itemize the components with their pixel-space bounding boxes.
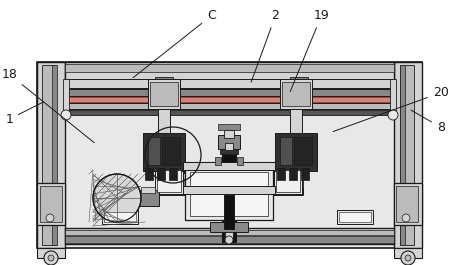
Ellipse shape bbox=[405, 255, 411, 261]
Bar bbox=[148, 137, 160, 165]
Bar bbox=[218, 135, 240, 149]
Bar bbox=[225, 232, 233, 240]
Text: 20: 20 bbox=[333, 86, 448, 131]
Bar bbox=[65, 228, 394, 244]
Bar bbox=[65, 64, 394, 72]
Bar bbox=[225, 143, 233, 150]
Bar bbox=[289, 168, 297, 180]
Bar bbox=[290, 109, 302, 137]
Bar bbox=[162, 137, 180, 165]
Text: 8: 8 bbox=[411, 110, 445, 134]
Text: 19: 19 bbox=[290, 9, 329, 91]
Bar bbox=[210, 222, 248, 232]
Bar bbox=[220, 148, 238, 154]
Bar bbox=[40, 186, 62, 222]
Bar bbox=[190, 172, 268, 216]
Bar bbox=[169, 168, 177, 180]
Bar bbox=[65, 103, 394, 109]
Bar bbox=[183, 186, 275, 194]
Bar bbox=[275, 133, 317, 171]
Bar bbox=[185, 168, 273, 220]
Bar bbox=[37, 248, 65, 258]
Bar bbox=[218, 124, 240, 130]
Ellipse shape bbox=[402, 214, 410, 222]
Ellipse shape bbox=[388, 110, 398, 120]
Bar bbox=[280, 137, 292, 165]
Bar bbox=[155, 77, 173, 83]
Bar bbox=[155, 168, 183, 194]
Bar bbox=[155, 180, 303, 186]
Ellipse shape bbox=[61, 110, 71, 120]
Bar bbox=[394, 183, 422, 225]
Bar bbox=[276, 170, 300, 192]
Bar bbox=[104, 212, 136, 222]
Bar bbox=[400, 65, 414, 245]
Bar bbox=[274, 168, 302, 194]
Bar bbox=[157, 168, 165, 180]
Bar bbox=[158, 109, 170, 137]
Bar bbox=[148, 79, 180, 109]
Ellipse shape bbox=[46, 214, 54, 222]
Bar bbox=[337, 210, 373, 224]
Bar bbox=[137, 190, 159, 206]
Bar bbox=[65, 89, 394, 96]
Bar bbox=[52, 65, 57, 245]
Ellipse shape bbox=[93, 174, 141, 222]
Text: 18: 18 bbox=[1, 68, 94, 143]
Bar bbox=[390, 79, 396, 115]
Ellipse shape bbox=[225, 236, 233, 244]
Bar bbox=[65, 79, 394, 88]
Bar bbox=[294, 137, 312, 165]
Bar bbox=[394, 248, 422, 258]
Bar bbox=[280, 79, 312, 109]
Bar bbox=[65, 236, 394, 243]
Bar bbox=[65, 62, 394, 80]
Bar bbox=[145, 168, 153, 180]
Bar bbox=[42, 65, 56, 245]
Bar bbox=[400, 65, 405, 245]
Ellipse shape bbox=[48, 255, 54, 261]
Bar bbox=[37, 183, 65, 225]
Bar bbox=[150, 82, 178, 106]
Bar bbox=[339, 212, 371, 222]
Bar bbox=[155, 173, 303, 179]
Bar bbox=[157, 170, 181, 192]
Bar bbox=[301, 168, 309, 180]
Bar bbox=[224, 130, 234, 138]
Bar bbox=[222, 148, 236, 242]
Bar bbox=[282, 82, 310, 106]
Bar bbox=[65, 97, 394, 102]
Bar bbox=[224, 195, 234, 229]
Bar bbox=[277, 168, 285, 180]
Text: 1: 1 bbox=[5, 102, 44, 126]
Bar bbox=[155, 162, 303, 172]
Bar bbox=[37, 62, 65, 248]
Bar bbox=[237, 157, 243, 165]
Bar bbox=[141, 187, 155, 193]
Bar bbox=[290, 77, 308, 83]
Bar bbox=[143, 133, 185, 171]
Text: C: C bbox=[133, 9, 216, 78]
Bar bbox=[155, 187, 303, 195]
Bar bbox=[102, 210, 138, 224]
Bar bbox=[396, 186, 418, 222]
Bar bbox=[65, 110, 394, 115]
Bar bbox=[394, 62, 422, 248]
Ellipse shape bbox=[44, 251, 58, 265]
Text: 2: 2 bbox=[251, 9, 280, 82]
Ellipse shape bbox=[401, 251, 415, 265]
Bar bbox=[215, 157, 221, 165]
Bar bbox=[63, 79, 69, 115]
Bar bbox=[183, 162, 275, 170]
Bar bbox=[65, 230, 394, 235]
Bar bbox=[37, 62, 422, 248]
